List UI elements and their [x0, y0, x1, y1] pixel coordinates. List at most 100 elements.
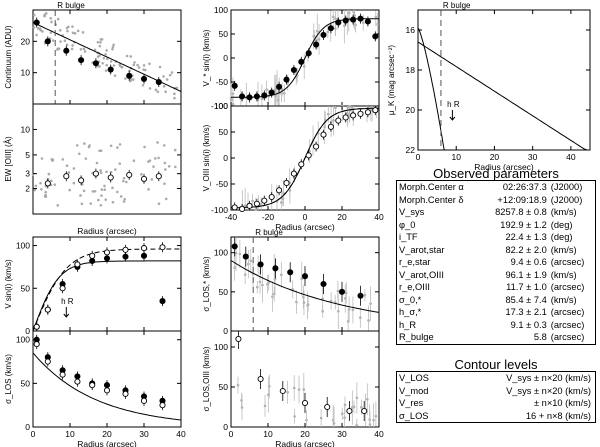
data-point: [140, 252, 148, 259]
y-axis-label: V_OIII sin(i) (km/s): [202, 124, 211, 191]
background-point: [142, 64, 146, 67]
data-point-open: [78, 177, 85, 184]
y-axis-label: EW [OIII] (Å): [4, 136, 13, 182]
y-tick-label: -50: [216, 179, 229, 189]
data-point-open: [63, 173, 70, 180]
param-name: R_bulge: [399, 332, 434, 342]
data-point-open: [268, 193, 275, 201]
background-point: [99, 149, 103, 152]
param-unit: (arcsec): [550, 257, 585, 267]
background-point: [111, 186, 114, 190]
background-point: [70, 47, 74, 51]
data-point: [372, 33, 379, 40]
background-point: [98, 44, 102, 48]
x-tick-label: 20: [300, 429, 310, 439]
data-point-open: [301, 399, 309, 407]
x-tick-label: 0: [416, 152, 421, 162]
y-tick-label: 3: [25, 169, 30, 179]
background-point: [173, 148, 177, 152]
data-point: [320, 31, 327, 39]
data-point-open: [92, 170, 99, 177]
data-point-open: [235, 335, 242, 343]
background-point: [101, 61, 104, 65]
param-unit: (arcsec): [550, 282, 585, 292]
background-point: [164, 90, 167, 93]
background-point: [136, 63, 139, 67]
y-tick-label: -100: [211, 205, 228, 215]
background-point: [82, 47, 86, 51]
parameter-row: V_arot,star 82.2 ± 2.0 (km/s): [397, 244, 596, 257]
bulge-model-curve: [417, 27, 446, 151]
background-point: [100, 188, 104, 191]
background-point: [73, 32, 77, 35]
data-point: [33, 19, 40, 26]
scale-length-arrow: [63, 313, 70, 318]
parameter-row: Morph.Center δ +12:09:18.9 (J2000): [397, 194, 596, 207]
data-point: [335, 19, 342, 26]
background-point: [44, 12, 48, 15]
data-point-open: [159, 244, 166, 251]
param-unit: (km/s): [550, 294, 577, 305]
data-point: [140, 75, 148, 82]
background-point: [59, 40, 62, 43]
parameter-row: Morph.Center α 02:26:37.3 (J2000): [397, 181, 596, 194]
background-point: [104, 69, 108, 72]
param-value: 82.2 ± 2.0: [505, 244, 547, 255]
background-point: [65, 26, 69, 30]
background-point: [162, 75, 165, 78]
data-point: [155, 79, 162, 86]
y-axis-label: σ_LOS,OIII (km/s): [202, 346, 211, 411]
y-tick-label: 100: [16, 335, 30, 345]
background-point: [129, 79, 132, 83]
background-point: [82, 189, 86, 193]
background-point: [56, 17, 60, 21]
model-curve: [230, 260, 380, 313]
contour-row: V_res ± n×10 (km/s): [397, 397, 596, 410]
param-unit: (arcsec): [550, 332, 585, 342]
plot-frame-ew_oiii: [32, 103, 182, 215]
background-point: [106, 57, 109, 61]
data-point-open: [357, 110, 364, 117]
background-point: [96, 55, 100, 58]
param-name: r_e,star: [399, 257, 431, 267]
observed-parameters-title: Observed parameters: [433, 166, 559, 181]
data-point-open: [140, 245, 148, 252]
y-tick-label: 100: [214, 248, 228, 258]
param-unit: (arcsec): [550, 319, 585, 330]
background-point: [93, 48, 97, 52]
data-point-open: [342, 114, 349, 121]
background-point: [32, 13, 36, 17]
background-point: [137, 66, 141, 69]
gas-model-curve: [231, 107, 379, 209]
data-point-open: [313, 143, 320, 150]
background-point: [80, 202, 84, 206]
background-point: [168, 73, 172, 77]
background-point: [33, 188, 37, 192]
y-tick-label: 10: [21, 68, 31, 78]
x-axis-label: Radius (arcsec): [474, 162, 534, 172]
background-point: [124, 77, 127, 80]
x-tick-label: 10: [451, 152, 461, 162]
param-value: 9.1 ± 0.3: [510, 319, 547, 330]
data-point: [63, 47, 70, 54]
param-value: 96.1 ± 1.9: [505, 269, 547, 280]
background-point: [154, 88, 158, 92]
param-name: h_R: [399, 319, 417, 330]
x-tick-label: 0: [229, 429, 234, 439]
data-point-open: [89, 382, 96, 389]
data-point-open: [44, 358, 51, 365]
y-axis-label: σ_LOS,* (km/s): [202, 256, 211, 312]
data-point: [364, 18, 371, 25]
data-point: [126, 72, 133, 79]
background-point: [157, 202, 161, 206]
background-point: [163, 161, 167, 165]
background-point: [67, 171, 71, 174]
background-point: [71, 44, 74, 47]
plot-frame-sb_profile: [417, 9, 591, 151]
x-tick-label: 20: [490, 152, 500, 162]
y-tick-label: 20: [406, 105, 416, 115]
param-value: 17.3 ± 2.1: [505, 307, 547, 317]
background-point: [132, 159, 136, 162]
data-point-open: [107, 174, 114, 181]
data-point: [246, 94, 253, 101]
